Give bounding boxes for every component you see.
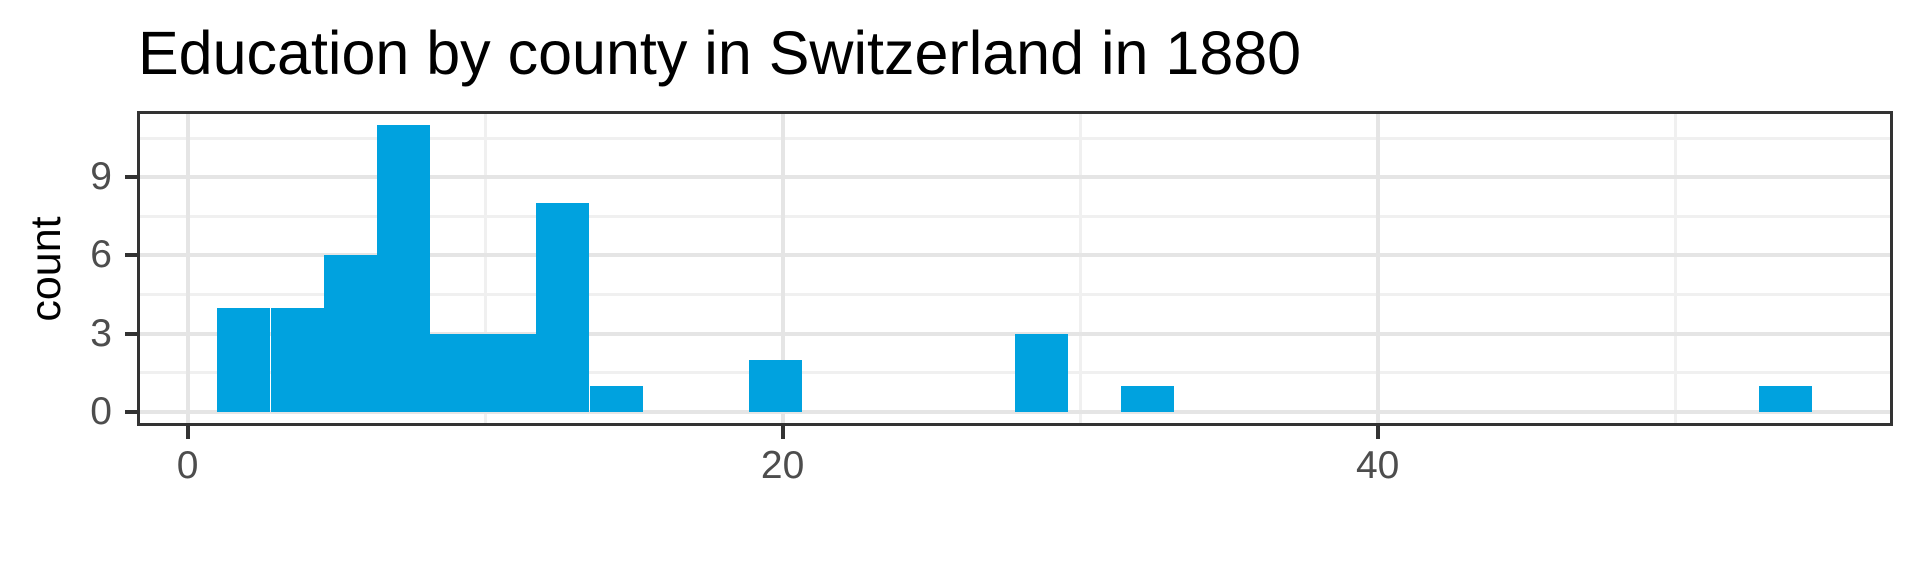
histogram-bar <box>749 359 803 412</box>
histogram-bar <box>323 255 377 412</box>
gridline-minor-horizontal <box>137 214 1893 218</box>
x-axis-tick <box>780 426 785 439</box>
x-axis-tick-label: 0 <box>176 444 199 487</box>
gridline-major-horizontal <box>137 409 1893 414</box>
gridline-minor-horizontal <box>137 136 1893 140</box>
y-axis-tick <box>125 409 137 414</box>
histogram-bar <box>376 125 430 412</box>
x-axis-tick <box>185 426 190 439</box>
gridline-minor-vertical <box>483 111 487 426</box>
chart-title: Education by county in Switzerland in 18… <box>138 19 1302 87</box>
histogram-bar <box>217 307 271 412</box>
gridline-major-horizontal <box>137 175 1893 180</box>
histogram-bar <box>270 307 324 412</box>
x-axis-tick <box>1375 426 1380 439</box>
gridline-major-vertical <box>185 111 190 426</box>
gridline-minor-vertical <box>1078 111 1082 426</box>
histogram-bar <box>1121 385 1175 412</box>
y-axis-tick <box>125 175 137 180</box>
gridline-major-vertical <box>1375 111 1380 426</box>
histogram-bar <box>1014 333 1068 412</box>
plot-panel <box>137 111 1893 426</box>
y-axis-tick-label: 3 <box>90 311 112 355</box>
y-axis-tick <box>125 331 137 336</box>
gridline-minor-horizontal <box>137 293 1893 297</box>
y-axis-tick-label: 6 <box>90 233 112 277</box>
histogram-bar <box>430 333 484 412</box>
histogram-bar <box>536 203 590 412</box>
histogram-bar <box>589 385 643 412</box>
gridline-major-vertical <box>780 111 785 426</box>
x-axis-tick-label: 20 <box>760 444 805 487</box>
histogram-bar <box>1759 385 1813 412</box>
x-axis-tick-label: 40 <box>1355 444 1400 487</box>
y-axis-tick <box>125 253 137 258</box>
gridline-major-horizontal <box>137 253 1893 258</box>
y-axis-tick-label: 0 <box>90 389 112 433</box>
histogram-bar <box>483 333 537 412</box>
gridline-minor-vertical <box>1673 111 1677 426</box>
y-axis-tick-label: 9 <box>90 155 112 199</box>
